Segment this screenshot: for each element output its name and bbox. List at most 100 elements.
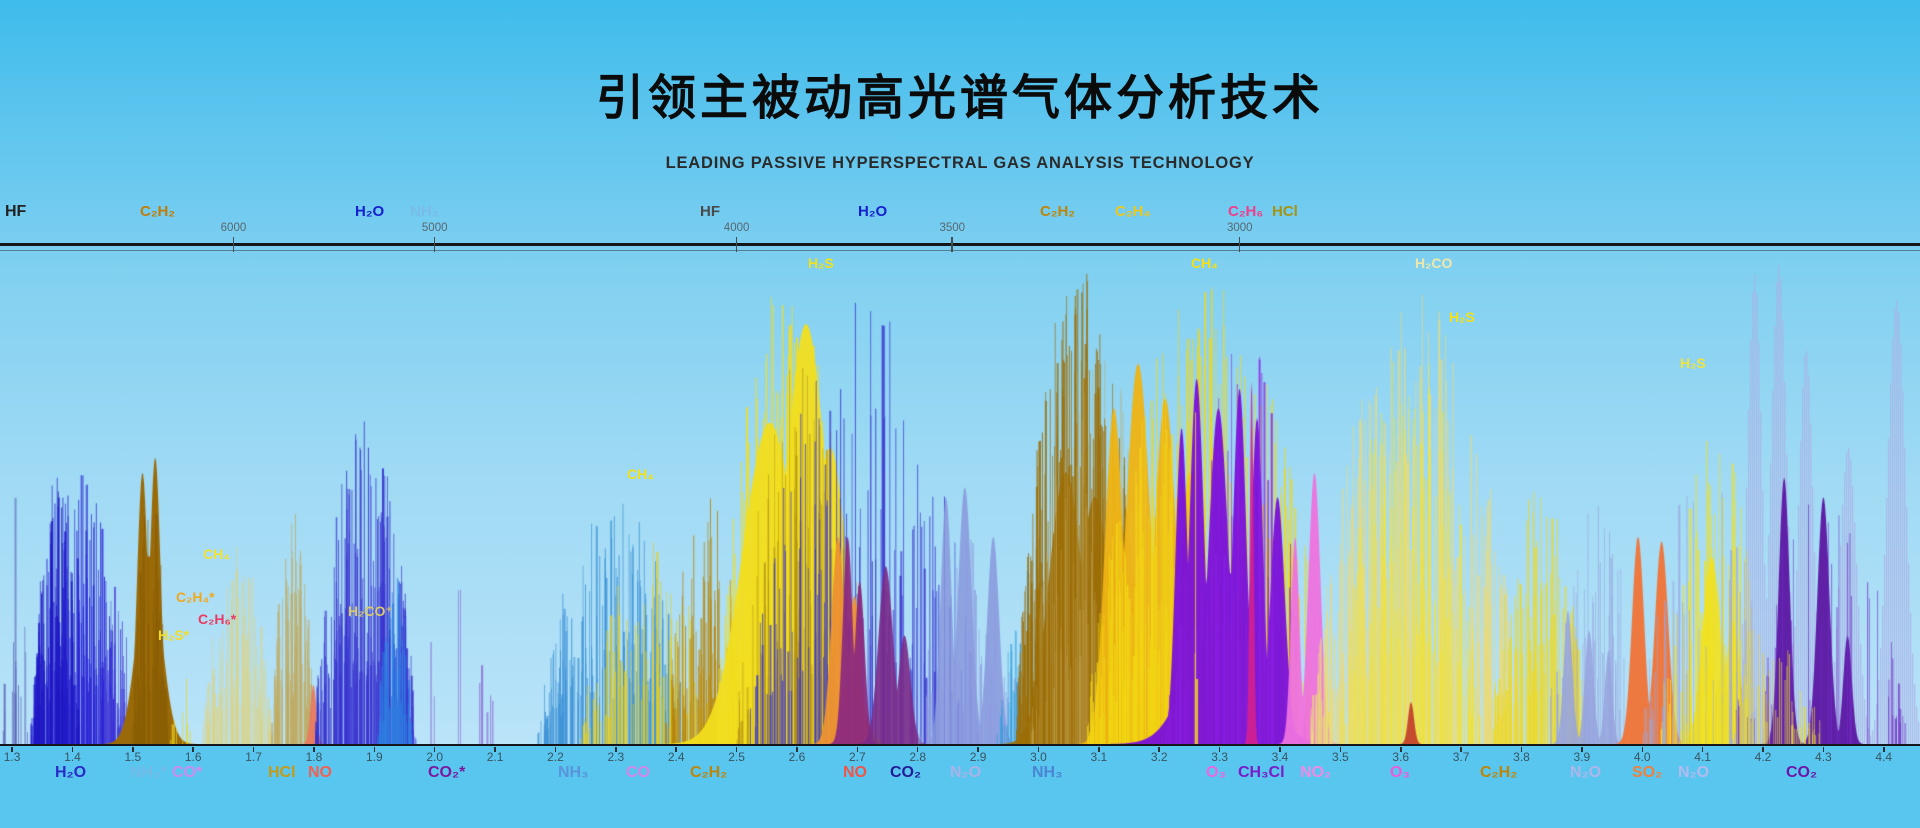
bottom-axis-tick <box>1158 747 1160 752</box>
bottom-gas-label: N₂O <box>1678 764 1710 781</box>
wavelength-tick-label: 2.3 <box>607 750 625 764</box>
bottom-axis-tick <box>1400 747 1402 752</box>
bottom-gas-label: NH₃* <box>130 764 167 781</box>
inner-gas-label: H₂S <box>1449 309 1475 325</box>
wavenumber-tick-label: 3000 <box>1226 222 1253 234</box>
bottom-gas-label: CO₂ <box>1786 764 1818 781</box>
wavelength-tick-label: 2.8 <box>909 750 927 764</box>
bottom-gas-label: NO₂ <box>1300 764 1332 781</box>
wavelength-tick-label: 4.2 <box>1754 750 1772 764</box>
wavelength-tick-label: 1.5 <box>124 750 142 764</box>
inner-gas-label: C₂H₄* <box>176 589 215 605</box>
bottom-gas-label: O₃ <box>1390 764 1410 781</box>
bottom-axis-tick <box>1883 747 1885 752</box>
wavelength-tick-label: 1.8 <box>305 750 323 764</box>
bottom-axis-tick <box>1822 747 1825 752</box>
top-axis-tick <box>735 237 738 252</box>
wavelength-tick-label: 2.4 <box>667 750 685 764</box>
top-axis-secondary-line <box>0 250 1920 251</box>
wavelength-tick-label: 4.1 <box>1694 750 1711 764</box>
bottom-axis-tick <box>433 747 436 752</box>
top-gas-label: NH₃ <box>410 203 439 220</box>
bottom-gas-label: CO₂ <box>890 764 922 781</box>
wavelength-tick-label: 4.4 <box>1875 750 1893 764</box>
bottom-axis-tick <box>554 747 557 752</box>
wavelength-tick-label: 2.9 <box>969 750 987 764</box>
wavelength-tick-label: 1.7 <box>245 750 262 764</box>
bottom-axis-tick <box>11 747 13 752</box>
bottom-axis-tick <box>132 747 134 752</box>
bottom-axis-tick <box>796 747 798 752</box>
wavelength-tick-label: 2.5 <box>728 750 745 764</box>
top-gas-label: C₂H₄ <box>1115 203 1151 220</box>
inner-gas-label: H₂S <box>808 255 834 271</box>
top-gas-label: HF <box>700 203 720 220</box>
bottom-gas-label: O₃ <box>1206 764 1226 781</box>
wavenumber-tick-label: 4000 <box>723 222 750 234</box>
bottom-axis-tick <box>252 747 255 752</box>
wavelength-tick-label: 3.1 <box>1090 750 1108 764</box>
bottom-axis-tick <box>675 747 677 752</box>
bottom-axis-tick <box>1339 747 1342 752</box>
wavelength-tick-label: 2.1 <box>486 750 504 764</box>
wavelength-tick-label: 1.3 <box>3 750 21 764</box>
top-axis-tick <box>1238 237 1241 252</box>
wavelength-tick-label: 3.7 <box>1452 750 1470 764</box>
spectra-canvas <box>0 250 1920 744</box>
inner-gas-label: H₂CO <box>1415 255 1453 271</box>
wavelength-tick-label: 1.6 <box>184 750 202 764</box>
top-gas-label: C₂H₂ <box>1040 203 1075 220</box>
bottom-gas-label: H₂O <box>55 764 87 781</box>
inner-gas-label: H₂CO⁺ <box>348 603 393 619</box>
top-gas-label: HCl <box>1272 203 1298 220</box>
wavelength-tick-label: 2.6 <box>788 750 806 764</box>
bottom-gas-label: HCl <box>268 764 296 781</box>
inner-gas-label: CH₄ <box>203 546 230 562</box>
bottom-axis-line <box>0 744 1920 747</box>
wavelength-tick-label: 3.0 <box>1030 750 1047 764</box>
bottom-gas-label: NH₃ <box>1032 764 1063 781</box>
wavelength-tick-label: 3.9 <box>1573 750 1591 764</box>
bottom-axis-tick <box>1762 747 1764 752</box>
bottom-gas-label: NO <box>843 764 867 781</box>
bottom-gas-label: C₂H₂ <box>1480 764 1518 781</box>
top-gas-label: C₂H₂ <box>140 203 175 220</box>
bottom-axis-tick <box>313 747 315 752</box>
wavenumber-tick-label: 5000 <box>421 222 448 234</box>
bottom-axis-tick <box>1701 747 1704 752</box>
bottom-gas-label: CH₃Cl <box>1238 764 1285 781</box>
top-axis-tick <box>232 237 235 252</box>
page-title: 引领主被动高光谱气体分析技术 <box>595 72 1324 125</box>
wavelength-tick-label: 3.2 <box>1150 750 1168 764</box>
bottom-gas-label: CO₂* <box>428 764 466 781</box>
wavelength-tick-label: 2.7 <box>849 750 866 764</box>
top-gas-label: HF <box>5 203 27 220</box>
inner-gas-label: CH₄ <box>1191 255 1218 271</box>
bottom-axis-tick <box>373 747 376 752</box>
bottom-gas-label: N₂O <box>1570 764 1602 781</box>
bottom-gas-label: N₂O <box>950 764 982 781</box>
bottom-gas-label: SO₂ <box>1632 764 1663 781</box>
wavelength-tick-label: 3.4 <box>1271 750 1289 764</box>
wavelength-tick-label: 1.9 <box>365 750 383 764</box>
bottom-axis-tick <box>1098 747 1100 752</box>
inner-gas-label: H₂S* <box>158 627 190 643</box>
top-gas-label: C₂H₆ <box>1228 203 1264 220</box>
wavelength-tick-label: 1.4 <box>64 750 81 764</box>
top-axis-tick <box>951 237 953 252</box>
bottom-gas-label: CO* <box>172 764 203 781</box>
page-subtitle: LEADING PASSIVE HYPERSPECTRAL GAS ANALYS… <box>665 154 1255 172</box>
bottom-gas-label: C₂H₂ <box>690 764 728 781</box>
bottom-gas-label: CO <box>626 764 650 781</box>
inner-gas-label: H₂S <box>1680 355 1706 371</box>
bottom-axis-tick <box>1037 747 1040 752</box>
top-axis-tick <box>433 237 436 252</box>
bottom-gas-label: NO <box>308 764 332 781</box>
wavelength-tick-label: 4.0 <box>1633 750 1651 764</box>
bottom-axis-tick <box>1218 747 1221 752</box>
bottom-axis-tick <box>856 747 859 752</box>
bottom-gas-label: NH₃ <box>558 764 589 781</box>
bottom-axis-tick <box>735 747 738 752</box>
top-gas-label: H₂O <box>355 203 385 220</box>
